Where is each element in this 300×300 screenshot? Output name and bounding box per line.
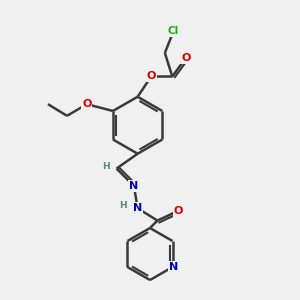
Text: N: N — [169, 262, 178, 272]
Text: N: N — [129, 181, 139, 191]
Text: H: H — [119, 201, 127, 210]
Text: N: N — [133, 203, 142, 213]
Text: Cl: Cl — [168, 26, 179, 36]
Text: O: O — [147, 71, 156, 81]
Text: O: O — [181, 53, 190, 63]
Text: O: O — [174, 206, 183, 216]
Text: O: O — [82, 99, 92, 109]
Text: H: H — [102, 162, 110, 171]
